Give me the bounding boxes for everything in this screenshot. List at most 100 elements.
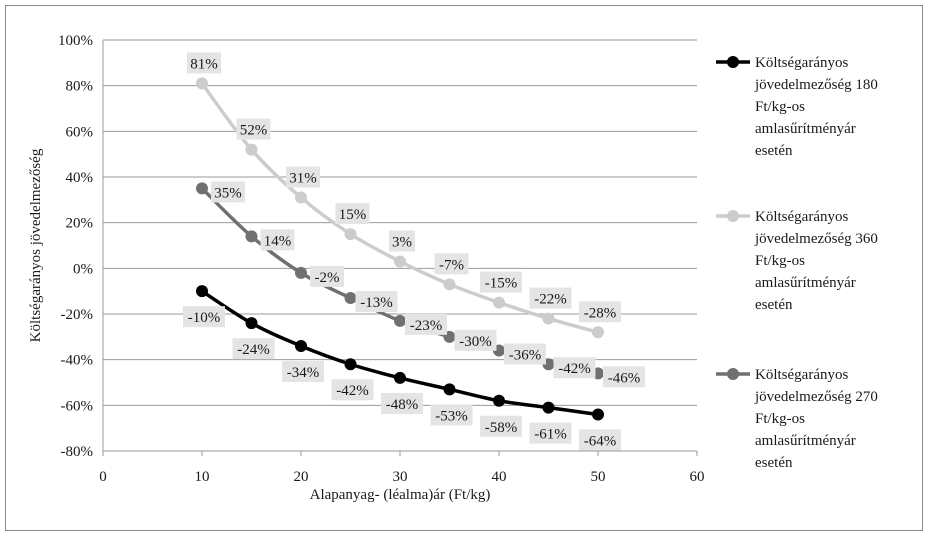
legend-label-line: Ft/kg-os	[755, 99, 805, 115]
data-label: -48%	[386, 397, 419, 413]
legend-label-line: Költségarányos	[755, 367, 848, 383]
x-tick-label: 40	[492, 469, 507, 485]
data-label: -42%	[558, 361, 591, 377]
y-axis-ticks: 100% 80% 60% 40% 20% 0% -20% -40% -60% -80%	[58, 33, 93, 460]
y-tick-label: 0%	[73, 261, 93, 277]
legend-swatch-marker	[727, 56, 739, 68]
data-label-box	[405, 313, 447, 335]
data-label-box	[282, 360, 324, 382]
x-axis-title: Alapanyag- (léalma)ár (Ft/kg)	[310, 487, 491, 503]
data-label: -58%	[485, 420, 518, 436]
series-0-point	[592, 408, 604, 421]
series-2-point	[344, 292, 357, 305]
data-label-box	[480, 415, 522, 437]
y-tick-label: -20%	[61, 307, 94, 323]
data-label-box	[331, 379, 374, 401]
data-label: -10%	[188, 310, 221, 326]
data-label-box	[504, 343, 546, 365]
data-label-box	[553, 357, 596, 379]
data-label: -23%	[410, 318, 443, 334]
data-label: -30%	[459, 334, 492, 350]
series-0-point	[443, 383, 456, 396]
data-label-box	[211, 181, 245, 203]
data-label: 14%	[264, 233, 292, 249]
series-0-point	[542, 401, 555, 414]
data-label: -46%	[608, 370, 641, 386]
x-tick-label: 50	[591, 469, 606, 485]
data-label: -64%	[584, 433, 617, 449]
series-1-point	[394, 255, 406, 268]
x-tick-label: 0	[99, 469, 107, 485]
x-tick-label: 30	[393, 469, 408, 485]
legend-swatch-marker	[727, 368, 739, 380]
legend-label-line: amlasűrítményár	[755, 433, 856, 449]
data-label: -7%	[439, 257, 464, 273]
series-2-point	[295, 266, 307, 279]
data-label: 81%	[190, 56, 218, 72]
data-label: -28%	[584, 305, 617, 321]
data-label-box	[183, 306, 225, 328]
legend-label-line: Ft/kg-os	[755, 411, 805, 427]
y-tick-label: -80%	[61, 444, 94, 460]
data-label-box	[480, 271, 522, 293]
series-1-point	[295, 191, 307, 204]
data-label-box	[355, 291, 398, 313]
data-labels: -10% -24% -34% -42% -48% -53% -58% -61% -64% 81% 5…	[183, 52, 645, 451]
series-1-point	[493, 296, 505, 309]
y-tick-label: 100%	[58, 33, 93, 49]
legend-label-line: Költségarányos	[755, 209, 848, 225]
series-1-point	[443, 278, 456, 291]
legend: Költségarányos jövedelmezőség 180 Ft/kg-os…	[716, 55, 878, 471]
data-label: 52%	[240, 123, 268, 139]
series-1-point	[344, 228, 357, 241]
x-tick-label: 60	[690, 469, 705, 485]
x-axis-ticks: 0 10 20 30 40 50 60	[99, 451, 705, 485]
data-label: -24%	[237, 342, 270, 358]
series-1-point	[542, 312, 555, 325]
data-label-box	[260, 229, 295, 251]
data-label-box	[335, 203, 370, 225]
data-label-box	[454, 329, 497, 351]
data-label: -42%	[336, 383, 369, 399]
y-tick-label: -60%	[61, 398, 94, 414]
data-label-box	[603, 366, 645, 388]
legend-label-line: esetén	[755, 143, 793, 159]
data-label: -36%	[509, 348, 542, 364]
series-0-point	[245, 317, 258, 330]
data-label-box	[430, 404, 473, 426]
x-tick-label: 10	[195, 469, 210, 485]
legend-label-line: Költségarányos	[755, 55, 848, 71]
legend-label-line: jövedelmezőség 180	[754, 77, 878, 93]
legend-label-line: esetén	[755, 297, 793, 313]
legend-label-line: jövedelmezőség 360	[754, 231, 878, 247]
data-label: -61%	[534, 427, 567, 443]
series-0-point	[394, 371, 406, 384]
series-1-point	[196, 77, 208, 90]
legend-swatch-marker	[727, 210, 739, 222]
data-label-box	[579, 301, 621, 323]
data-label: -34%	[287, 365, 320, 381]
y-tick-label: 80%	[66, 79, 94, 95]
series-0-point	[493, 394, 505, 407]
y-tick-label: 60%	[66, 124, 94, 140]
legend-label-line: Ft/kg-os	[755, 253, 805, 269]
legend-label-line: jövedelmezőség 270	[754, 389, 878, 405]
y-tick-label: 20%	[66, 216, 94, 232]
data-label-box	[579, 429, 621, 451]
data-label: 31%	[289, 171, 317, 187]
series-0-point	[344, 358, 357, 371]
series-2-point	[245, 230, 258, 243]
series-0-point	[196, 285, 208, 298]
x-tick-label: 20	[294, 469, 309, 485]
series-2-point	[394, 314, 406, 327]
data-label: 3%	[392, 234, 412, 250]
y-tick-label: 40%	[66, 170, 94, 186]
y-axis-title: Költségarányos jövedelmezőség	[28, 148, 44, 342]
data-label: 15%	[339, 207, 367, 223]
series-1-point	[245, 143, 258, 156]
series-0-point	[295, 339, 307, 352]
series-1-point	[592, 326, 604, 339]
data-label-box	[286, 166, 320, 188]
y-tick-label: -40%	[61, 353, 94, 369]
legend-label-line: esetén	[755, 455, 793, 471]
